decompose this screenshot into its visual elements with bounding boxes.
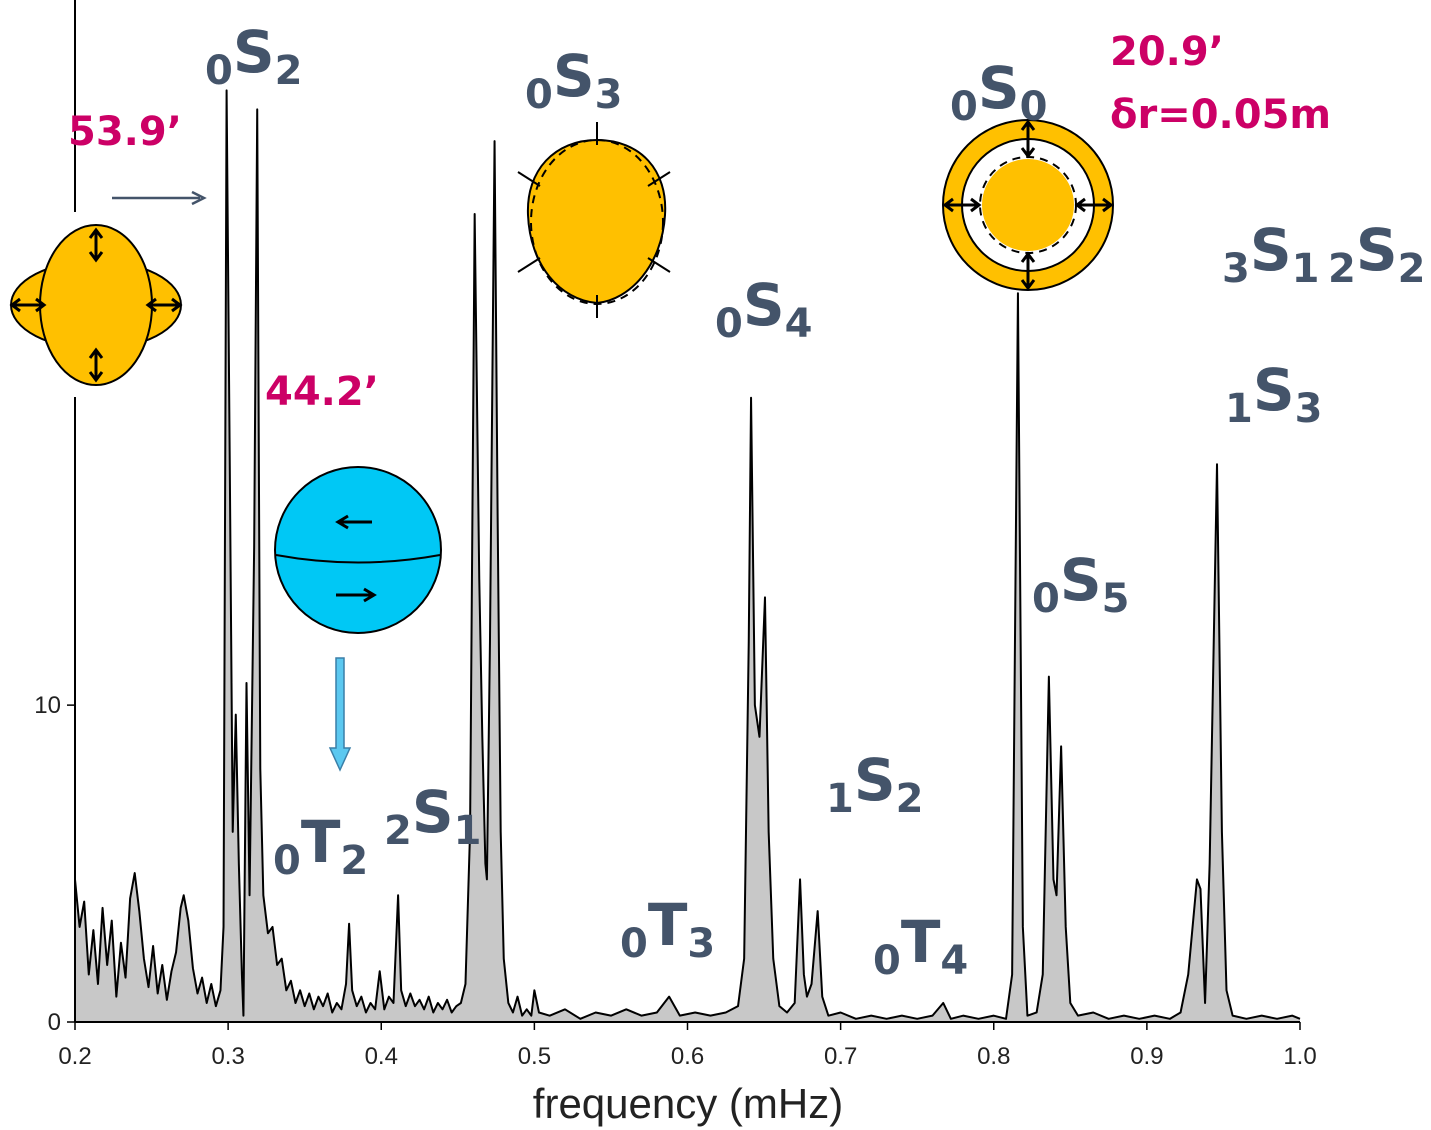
mode-icon: [982, 159, 1074, 251]
x-tick-label: 0.3: [211, 1043, 244, 1070]
pointer-arrow: [112, 190, 207, 206]
mode-pre: 0: [205, 48, 233, 94]
x-tick-label: 0.6: [671, 1043, 704, 1070]
mode-main: S: [412, 778, 454, 846]
mode-sub: 3: [1295, 386, 1323, 432]
mode-main: T: [648, 891, 688, 959]
icon-equator: [275, 554, 441, 564]
mode-label: 1S3: [1225, 356, 1322, 432]
icon-arrows: [942, 119, 1114, 291]
mode-pre: 1: [826, 776, 854, 822]
mode-sub: 2: [896, 776, 924, 822]
mode-sub: 1: [454, 808, 482, 854]
mode-pre: 0: [525, 72, 553, 118]
x-tick-label: 1.0: [1283, 1043, 1316, 1070]
mode-main: S: [1250, 216, 1292, 284]
annotation: δr=0.05m: [1110, 92, 1331, 138]
mode-pre: 3: [1222, 246, 1250, 292]
mode-main: S: [553, 42, 595, 110]
icon-arrows: [517, 122, 671, 318]
annotation: 20.9’: [1110, 29, 1224, 75]
mode-sub: 3: [595, 72, 623, 118]
mode-sub: 4: [785, 301, 813, 347]
x-axis-title: frequency (mHz): [533, 1080, 843, 1127]
mode-pre: 0: [1032, 576, 1060, 622]
mode-main: S: [1253, 356, 1295, 424]
mode-sub: 0: [1020, 84, 1048, 130]
x-tick-label: 0.2: [58, 1043, 91, 1070]
mode-pre: 0: [715, 301, 743, 347]
mode-pre: 1: [1225, 386, 1253, 432]
mode-label: 0T4: [873, 908, 968, 984]
icon-arrows: [9, 227, 183, 383]
annotation: 53.9’: [68, 109, 182, 155]
x-tick-label: 0.5: [518, 1043, 551, 1070]
icon-arrows: [335, 514, 377, 603]
mode-label: 2S1: [384, 778, 481, 854]
mode-pre: 0: [273, 838, 301, 884]
mode-sub: 4: [940, 938, 968, 984]
mode-pre: 0: [873, 938, 901, 984]
mode-main: T: [301, 808, 341, 876]
mode-icon: [274, 466, 442, 634]
mode-main: S: [233, 18, 275, 86]
x-tick-label: 0.9: [1130, 1043, 1163, 1070]
y-tick-label: 10: [34, 692, 61, 719]
mode-sub: 5: [1102, 576, 1130, 622]
annotation: 44.2’: [265, 369, 379, 415]
x-tick-label: 0.7: [824, 1043, 857, 1070]
mode-pre: 2: [384, 808, 412, 854]
mode-label: 0T3: [620, 891, 715, 967]
mode-label: 1S2: [826, 746, 923, 822]
mode-main: S: [1060, 546, 1102, 614]
spectrum-line: [74, 89, 1301, 1020]
mode-label: 0T2: [273, 808, 368, 884]
mode-sub: 2: [340, 838, 368, 884]
mode-main: S: [1356, 216, 1398, 284]
mode-pre: 2: [1328, 246, 1356, 292]
mode-sub: 1: [1292, 246, 1320, 292]
x-tick-label: 0.4: [365, 1043, 398, 1070]
mode-main: S: [978, 54, 1020, 122]
mode-label: 0S5: [1032, 546, 1129, 622]
mode-main: S: [854, 746, 896, 814]
mode-label: 0S4: [715, 271, 812, 347]
mode-label: 0S2: [205, 18, 302, 94]
mode-label: 0S3: [525, 42, 622, 118]
mode-pre: 0: [950, 84, 978, 130]
mode-sub: 2: [275, 48, 303, 94]
mode-label: 3S1: [1222, 216, 1319, 292]
mode-pre: 0: [620, 921, 648, 967]
x-tick-label: 0.8: [977, 1043, 1010, 1070]
icons: [8, 119, 1114, 772]
mode-label: 0S0: [950, 54, 1047, 130]
mode-label: 2S2: [1328, 216, 1425, 292]
mode-sub: 2: [1398, 246, 1426, 292]
pointer-arrow: [328, 657, 352, 772]
mode-sub: 3: [687, 921, 715, 967]
mode-main: S: [743, 271, 785, 339]
mode-main: T: [901, 908, 941, 976]
y-tick-label: 0: [48, 1009, 61, 1036]
